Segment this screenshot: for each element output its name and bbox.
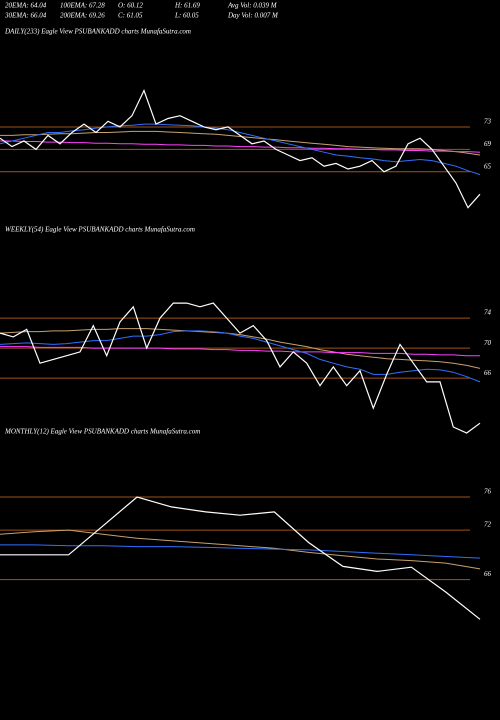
series-line	[0, 302, 481, 434]
header-stat: Day Vol: 0.007 M	[227, 12, 279, 20]
series-line	[0, 330, 481, 383]
header-stat: L: 60.05	[174, 12, 199, 20]
panel-title: DAILY(233) Eagle View PSUBANKADD charts …	[4, 28, 191, 36]
y-tick-label: 72	[484, 521, 492, 529]
series-line	[0, 88, 481, 209]
header-stat: O: 60.12	[118, 2, 143, 10]
y-tick-label: 73	[484, 118, 492, 126]
y-tick-label: 76	[484, 488, 492, 496]
panel-title: WEEKLY(54) Eagle View PSUBANKADD charts …	[5, 226, 195, 234]
series-line	[0, 130, 481, 156]
series-line	[0, 496, 481, 620]
y-tick-label: 66	[484, 570, 492, 578]
series-line	[0, 529, 481, 570]
y-tick-label: 66	[484, 369, 492, 377]
header-stat: C: 61.05	[118, 12, 143, 20]
header-stat: 100EMA: 67.28	[60, 2, 105, 10]
header-stat: H: 61.69	[174, 2, 200, 10]
panel-title: MONTHLY(12) Eagle View PSUBANKADD charts…	[4, 428, 200, 436]
y-tick-label: 74	[484, 309, 492, 317]
header-stat: 30EMA: 66.04	[4, 12, 47, 20]
y-tick-label: 65	[484, 162, 492, 170]
series-line	[0, 328, 481, 369]
header-stat: 200EMA: 69.26	[60, 12, 105, 20]
y-tick-label: 69	[484, 140, 492, 148]
series-line	[0, 346, 480, 357]
series-line	[0, 123, 481, 176]
y-tick-label: 70	[484, 339, 492, 347]
header-stat: Avg Vol: 0.039 M	[227, 2, 278, 10]
header-stat: 20EMA: 64.04	[5, 2, 47, 10]
series-line	[0, 140, 481, 153]
